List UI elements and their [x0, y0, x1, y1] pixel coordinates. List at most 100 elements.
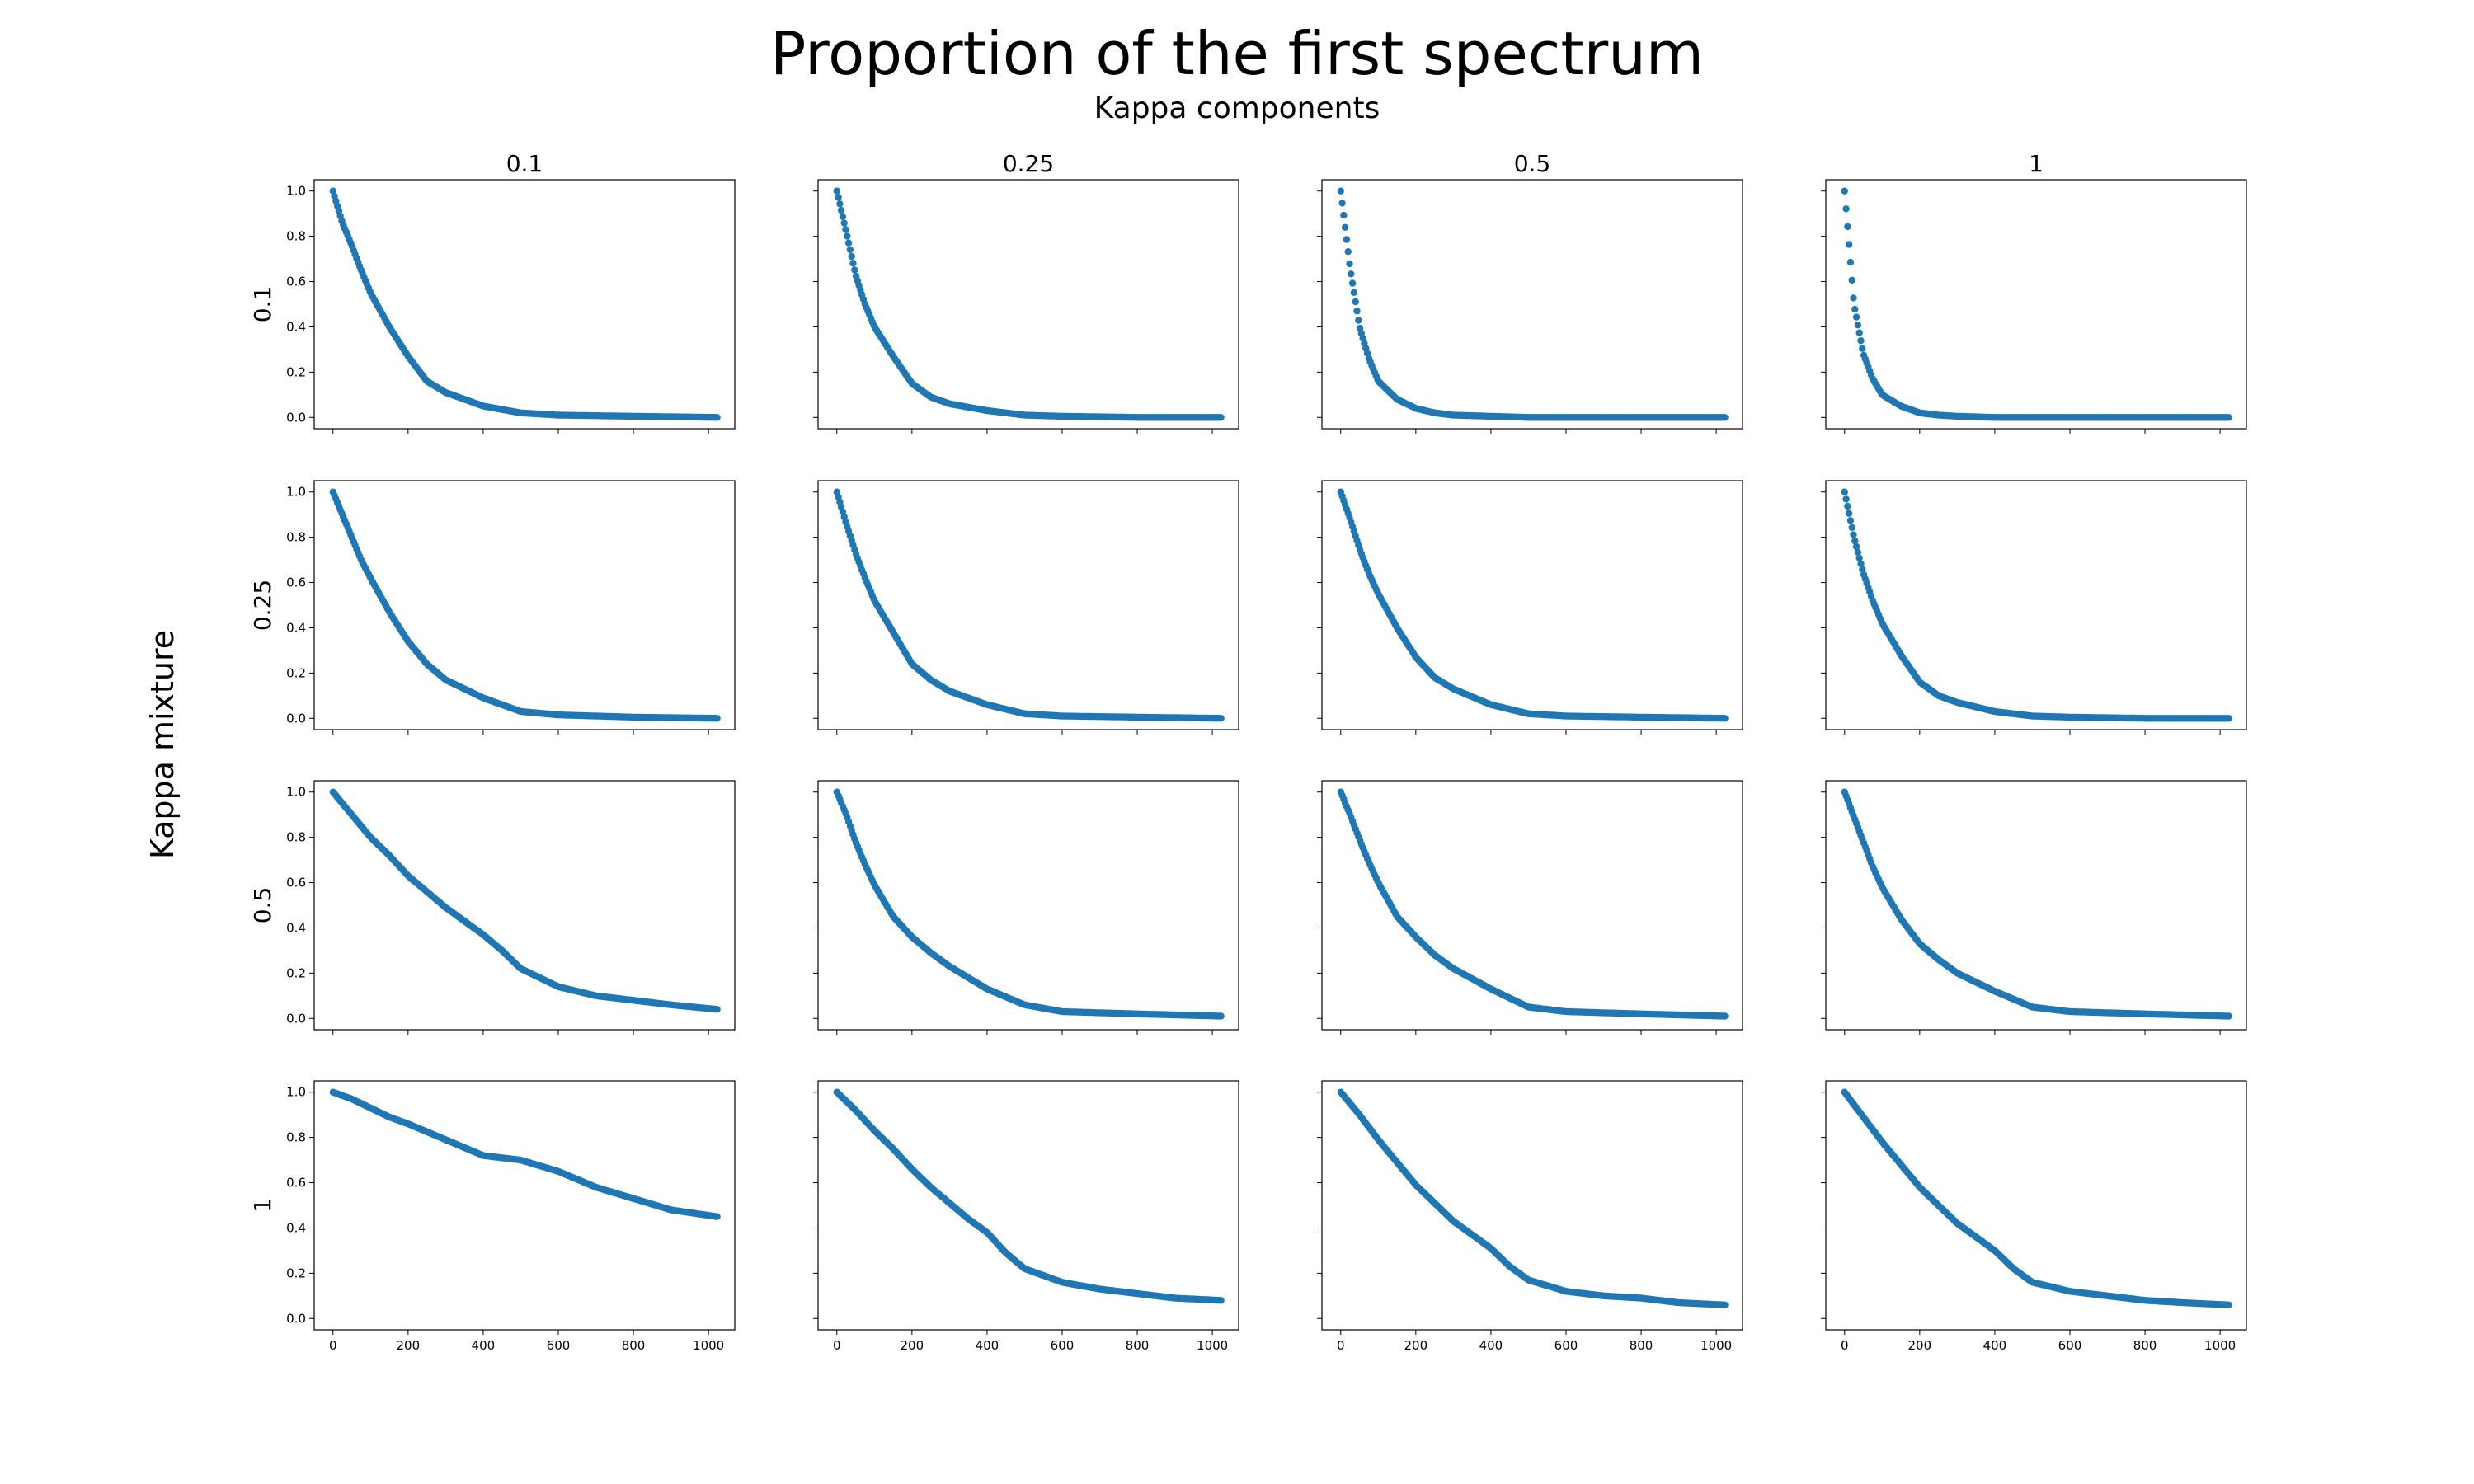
data-point [1857, 337, 1865, 345]
panel-frame [1321, 1080, 1743, 1331]
figure-subtitle: Kappa components [1094, 92, 1380, 125]
panel-frame [817, 780, 1239, 1031]
data-point [1846, 517, 1855, 524]
x-tick-label: 0 [833, 1338, 841, 1353]
x-tick-label: 600 [547, 1338, 571, 1353]
row-header: 0.25 [249, 580, 276, 631]
data-point [1859, 566, 1866, 573]
data-point [1856, 329, 1863, 336]
data-point [1857, 560, 1865, 567]
x-tick-label: 800 [622, 1338, 646, 1353]
row-header: 0.5 [249, 887, 276, 924]
data-point [2225, 1012, 2232, 1020]
data-point [1721, 715, 1729, 722]
data-point [1721, 414, 1729, 421]
data-point [2225, 1301, 2232, 1309]
y-tick-label: 0.2 [286, 364, 306, 379]
data-point [1348, 270, 1355, 278]
data-point [2225, 715, 2232, 722]
y-tick-label: 0.4 [286, 920, 306, 935]
y-tick-label: 0.2 [286, 965, 306, 980]
data-point [1852, 313, 1860, 321]
data-point [713, 715, 721, 722]
data-point [1338, 200, 1346, 207]
data-point [1845, 241, 1853, 248]
data-point [1856, 554, 1863, 561]
data-point [1854, 322, 1862, 329]
data-point [1217, 414, 1225, 421]
x-tick-label: 600 [1051, 1338, 1075, 1353]
x-tick-label: 800 [1630, 1338, 1653, 1353]
data-point [1842, 205, 1850, 213]
data-point [1841, 187, 1848, 195]
y-tick-label: 1.0 [286, 785, 306, 800]
data-point [837, 206, 845, 214]
row-header: 1 [249, 1198, 276, 1213]
data-point [839, 213, 847, 220]
y-tick-label: 0.0 [286, 711, 306, 726]
x-tick-label: 0 [1337, 1338, 1345, 1353]
y-tick-label: 0.8 [286, 229, 306, 244]
data-point [1355, 317, 1362, 324]
data-point [1848, 524, 1856, 532]
data-point [844, 239, 853, 247]
data-point [1841, 488, 1848, 495]
x-tick-label: 400 [472, 1338, 496, 1353]
data-point [1846, 258, 1855, 266]
data-point [1851, 305, 1859, 313]
data-point [835, 194, 842, 201]
y-tick-label: 0.0 [286, 410, 306, 425]
y-tick-label: 0.0 [286, 1011, 306, 1026]
x-tick-label: 1000 [1700, 1338, 1732, 1353]
x-tick-label: 400 [1983, 1338, 2007, 1353]
y-tick-label: 0.8 [286, 530, 306, 545]
y-tick-label: 1.0 [286, 184, 306, 199]
x-tick-label: 600 [2058, 1338, 2082, 1353]
data-point [840, 219, 848, 227]
data-point [1344, 248, 1352, 256]
y-tick-label: 0.4 [286, 1220, 306, 1235]
x-tick-label: 600 [1554, 1338, 1578, 1353]
panel-frame [1321, 179, 1743, 430]
data-point [848, 252, 855, 261]
column-header: 1 [2029, 150, 2044, 177]
data-point [1844, 223, 1851, 231]
data-point [851, 266, 858, 274]
data-point [1348, 279, 1357, 287]
data-point [1217, 1012, 1225, 1020]
data-point [1217, 715, 1225, 722]
panel-frame [1825, 179, 2247, 430]
y-tick-label: 0.8 [286, 1130, 306, 1145]
column-header: 0.5 [1514, 150, 1551, 177]
data-point [713, 1006, 721, 1013]
panel-frame [817, 1080, 1239, 1331]
data-point [1217, 1297, 1225, 1304]
data-point [1859, 345, 1866, 352]
panel-frame [313, 1080, 736, 1331]
x-tick-label: 1000 [2204, 1338, 2236, 1353]
data-point [844, 232, 851, 240]
data-point [713, 1213, 721, 1220]
data-point [842, 226, 849, 233]
data-point [1352, 298, 1359, 306]
y-tick-label: 0.4 [286, 319, 306, 334]
y-tick-label: 0.6 [286, 876, 306, 890]
x-tick-label: 0 [1841, 1338, 1849, 1353]
x-tick-label: 800 [2133, 1338, 2157, 1353]
x-tick-label: 0 [329, 1338, 337, 1353]
y-tick-label: 0.8 [286, 830, 306, 845]
x-tick-label: 400 [1479, 1338, 1503, 1353]
y-tick-label: 1.0 [286, 485, 306, 500]
panel-frame [1825, 1080, 2247, 1331]
data-point [1721, 1012, 1729, 1020]
x-tick-label: 1000 [1197, 1338, 1228, 1353]
data-point [1343, 236, 1351, 243]
data-point [833, 187, 840, 195]
figure-title: Proportion of the first spectrum [770, 19, 1704, 88]
column-header: 0.1 [506, 150, 543, 177]
data-point [1350, 289, 1358, 296]
data-point [1340, 211, 1348, 219]
data-point [1848, 276, 1856, 284]
panel-frame [1321, 480, 1743, 730]
